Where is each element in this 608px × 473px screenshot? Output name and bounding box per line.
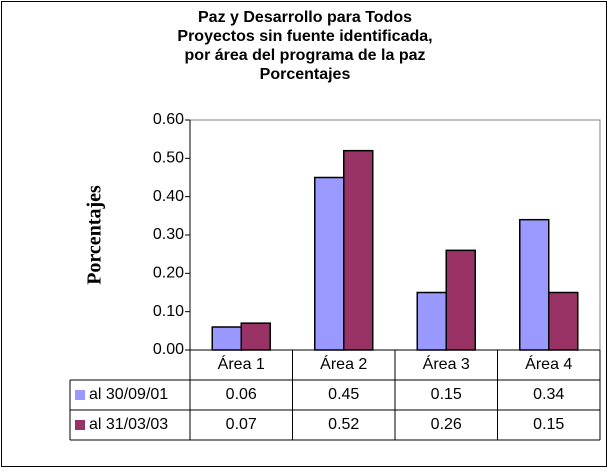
chart-title: Porcentajes bbox=[260, 66, 351, 83]
x-tick-label: Área 4 bbox=[525, 354, 572, 373]
y-tick-label: 0.60 bbox=[153, 111, 184, 128]
bar bbox=[211, 326, 242, 351]
bar bbox=[519, 218, 550, 351]
table-value: 0.15 bbox=[533, 416, 564, 433]
y-tick-label: 0.40 bbox=[153, 188, 184, 205]
table-value: 0.15 bbox=[431, 386, 462, 403]
y-tick-label: 0.10 bbox=[153, 303, 184, 320]
y-tick-label: 0.50 bbox=[153, 150, 184, 167]
table-value: 0.45 bbox=[328, 386, 359, 403]
y-axis-label: Porcentajes bbox=[84, 185, 106, 285]
legend-label: al 30/09/01 bbox=[89, 386, 168, 403]
bar bbox=[240, 322, 271, 351]
chart-title: Paz y Desarrollo para Todos bbox=[198, 9, 412, 26]
bar bbox=[445, 249, 476, 351]
legend-swatch bbox=[75, 390, 85, 400]
y-tick-label: 0.00 bbox=[153, 341, 184, 358]
table-value: 0.26 bbox=[431, 416, 462, 433]
legend-swatch bbox=[75, 420, 85, 430]
table-value: 0.34 bbox=[533, 386, 564, 403]
bar bbox=[343, 149, 374, 351]
y-tick-label: 0.20 bbox=[153, 265, 184, 282]
chart-title: por área del programa de la paz bbox=[185, 47, 426, 64]
table-value: 0.06 bbox=[226, 386, 257, 403]
x-tick-label: Área 1 bbox=[218, 354, 265, 373]
bar bbox=[548, 291, 579, 351]
legend-label: al 31/03/03 bbox=[89, 416, 168, 433]
y-tick-label: 0.30 bbox=[153, 226, 184, 243]
bar bbox=[314, 176, 345, 351]
x-tick-label: Área 2 bbox=[320, 354, 367, 373]
bar bbox=[416, 291, 447, 351]
table-value: 0.52 bbox=[328, 416, 359, 433]
table-value: 0.07 bbox=[226, 416, 257, 433]
x-tick-label: Área 3 bbox=[423, 354, 470, 373]
chart-title: Proyectos sin fuente identificada, bbox=[177, 28, 432, 45]
